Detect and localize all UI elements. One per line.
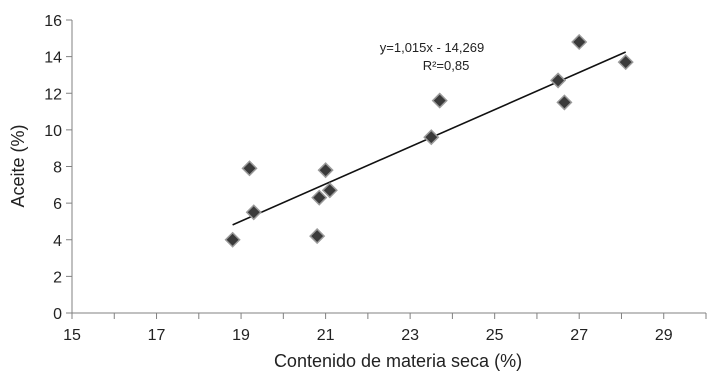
y-tick-label: 6 (53, 196, 62, 213)
trendline-equation: y=1,015x - 14,269 (380, 40, 484, 55)
y-tick-label: 16 (44, 13, 62, 30)
r-squared-label: R²=0,85 (423, 58, 470, 73)
x-axis-label: Contenido de materia seca (%) (274, 351, 522, 371)
data-point (571, 33, 588, 51)
data-point (309, 228, 326, 245)
y-tick-label: 8 (53, 160, 62, 177)
data-point (550, 72, 567, 89)
x-tick-label: 21 (317, 327, 335, 344)
x-tick-label: 19 (232, 327, 250, 344)
x-tick-label: 25 (486, 327, 504, 344)
data-point (321, 182, 338, 199)
x-axis: 15 17 19 21 23 25 27 29 (63, 312, 707, 344)
x-tick-label: 23 (401, 327, 419, 344)
y-tick-label: 2 (53, 269, 62, 286)
y-axis: 0 2 4 6 8 10 12 14 16 (44, 13, 73, 323)
data-point (617, 54, 634, 71)
data-point (224, 231, 241, 248)
data-point (317, 162, 334, 179)
x-tick-label: 17 (148, 327, 166, 344)
data-point (556, 94, 573, 111)
x-tick-label: 15 (63, 327, 81, 344)
y-tick-label: 10 (44, 123, 62, 140)
data-point (311, 189, 328, 206)
y-tick-label: 14 (44, 50, 62, 67)
data-point (423, 129, 440, 146)
data-point (241, 160, 258, 177)
y-tick-label: 0 (53, 306, 62, 323)
data-point (431, 92, 448, 109)
y-axis-label: Aceite (%) (8, 124, 28, 207)
y-tick-label: 12 (44, 86, 62, 103)
y-tick-label: 4 (53, 233, 62, 250)
x-tick-label: 27 (570, 327, 588, 344)
data-points (224, 33, 634, 248)
data-point (245, 204, 262, 221)
x-tick-label: 29 (655, 327, 673, 344)
